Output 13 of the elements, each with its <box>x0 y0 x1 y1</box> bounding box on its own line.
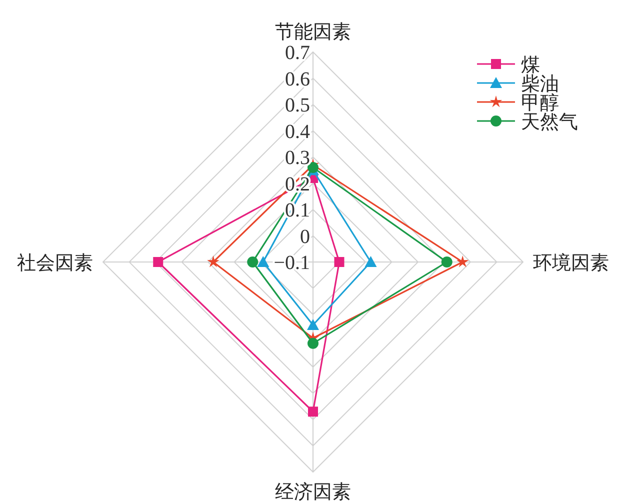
y-tick-label: 0.4 <box>285 120 310 143</box>
y-tick-label: 0 <box>300 226 310 248</box>
spoke-label: 环境因素 <box>533 252 609 274</box>
spoke-label: 经济因素 <box>275 481 351 503</box>
y-tick-label: 0.5 <box>285 94 310 116</box>
y-tick-label: 0.6 <box>285 68 310 90</box>
legend-label: 天然气 <box>521 112 578 133</box>
y-tick-label: −0.1 <box>274 252 310 274</box>
y-tick-label: 0.3 <box>285 147 310 169</box>
y-tick-label: 0.7 <box>285 42 310 64</box>
spoke-label: 社会因素 <box>17 253 93 274</box>
spoke-label: 节能因素 <box>275 22 351 43</box>
legend-label: 甲醇 <box>521 93 559 114</box>
